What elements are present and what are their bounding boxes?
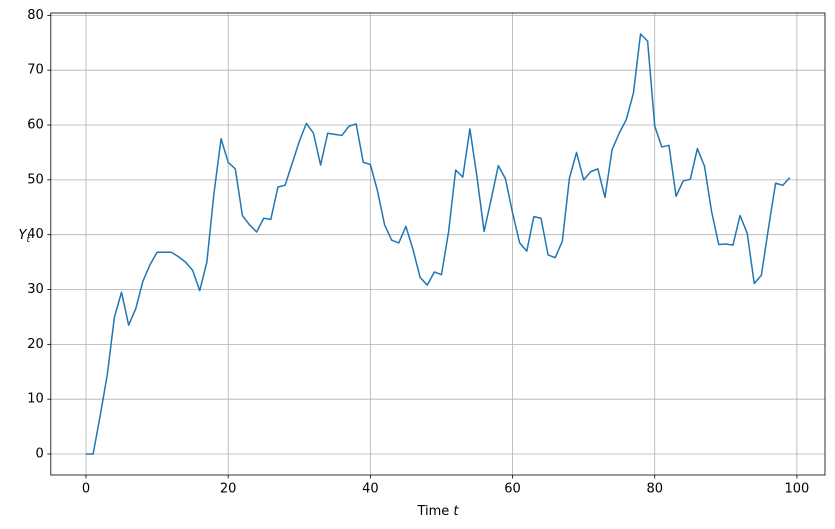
y-tick-label: 40 [27, 227, 44, 242]
y-tick-label: 80 [27, 8, 44, 23]
plot-frame [50, 12, 826, 476]
x-tick-label: 0 [82, 482, 90, 497]
x-tick-label: 40 [362, 482, 379, 497]
y-tick-label: 60 [27, 118, 44, 133]
y-tick-label: 20 [27, 337, 44, 352]
y-tick-label: 70 [27, 63, 44, 78]
x-tick-label: 20 [220, 482, 237, 497]
y-tick-label: 30 [27, 282, 44, 297]
y-axis-label: Yt [19, 228, 31, 245]
y-tick-label: 10 [27, 392, 44, 407]
x-tick-label: 60 [504, 482, 521, 497]
x-axis-label: Time t [416, 504, 459, 519]
y-tick-label: 50 [27, 172, 44, 187]
y-tick-label: 0 [36, 447, 44, 462]
x-tick-label: 100 [785, 482, 810, 497]
x-tick-label: 80 [646, 482, 663, 497]
line-series [85, 33, 791, 455]
